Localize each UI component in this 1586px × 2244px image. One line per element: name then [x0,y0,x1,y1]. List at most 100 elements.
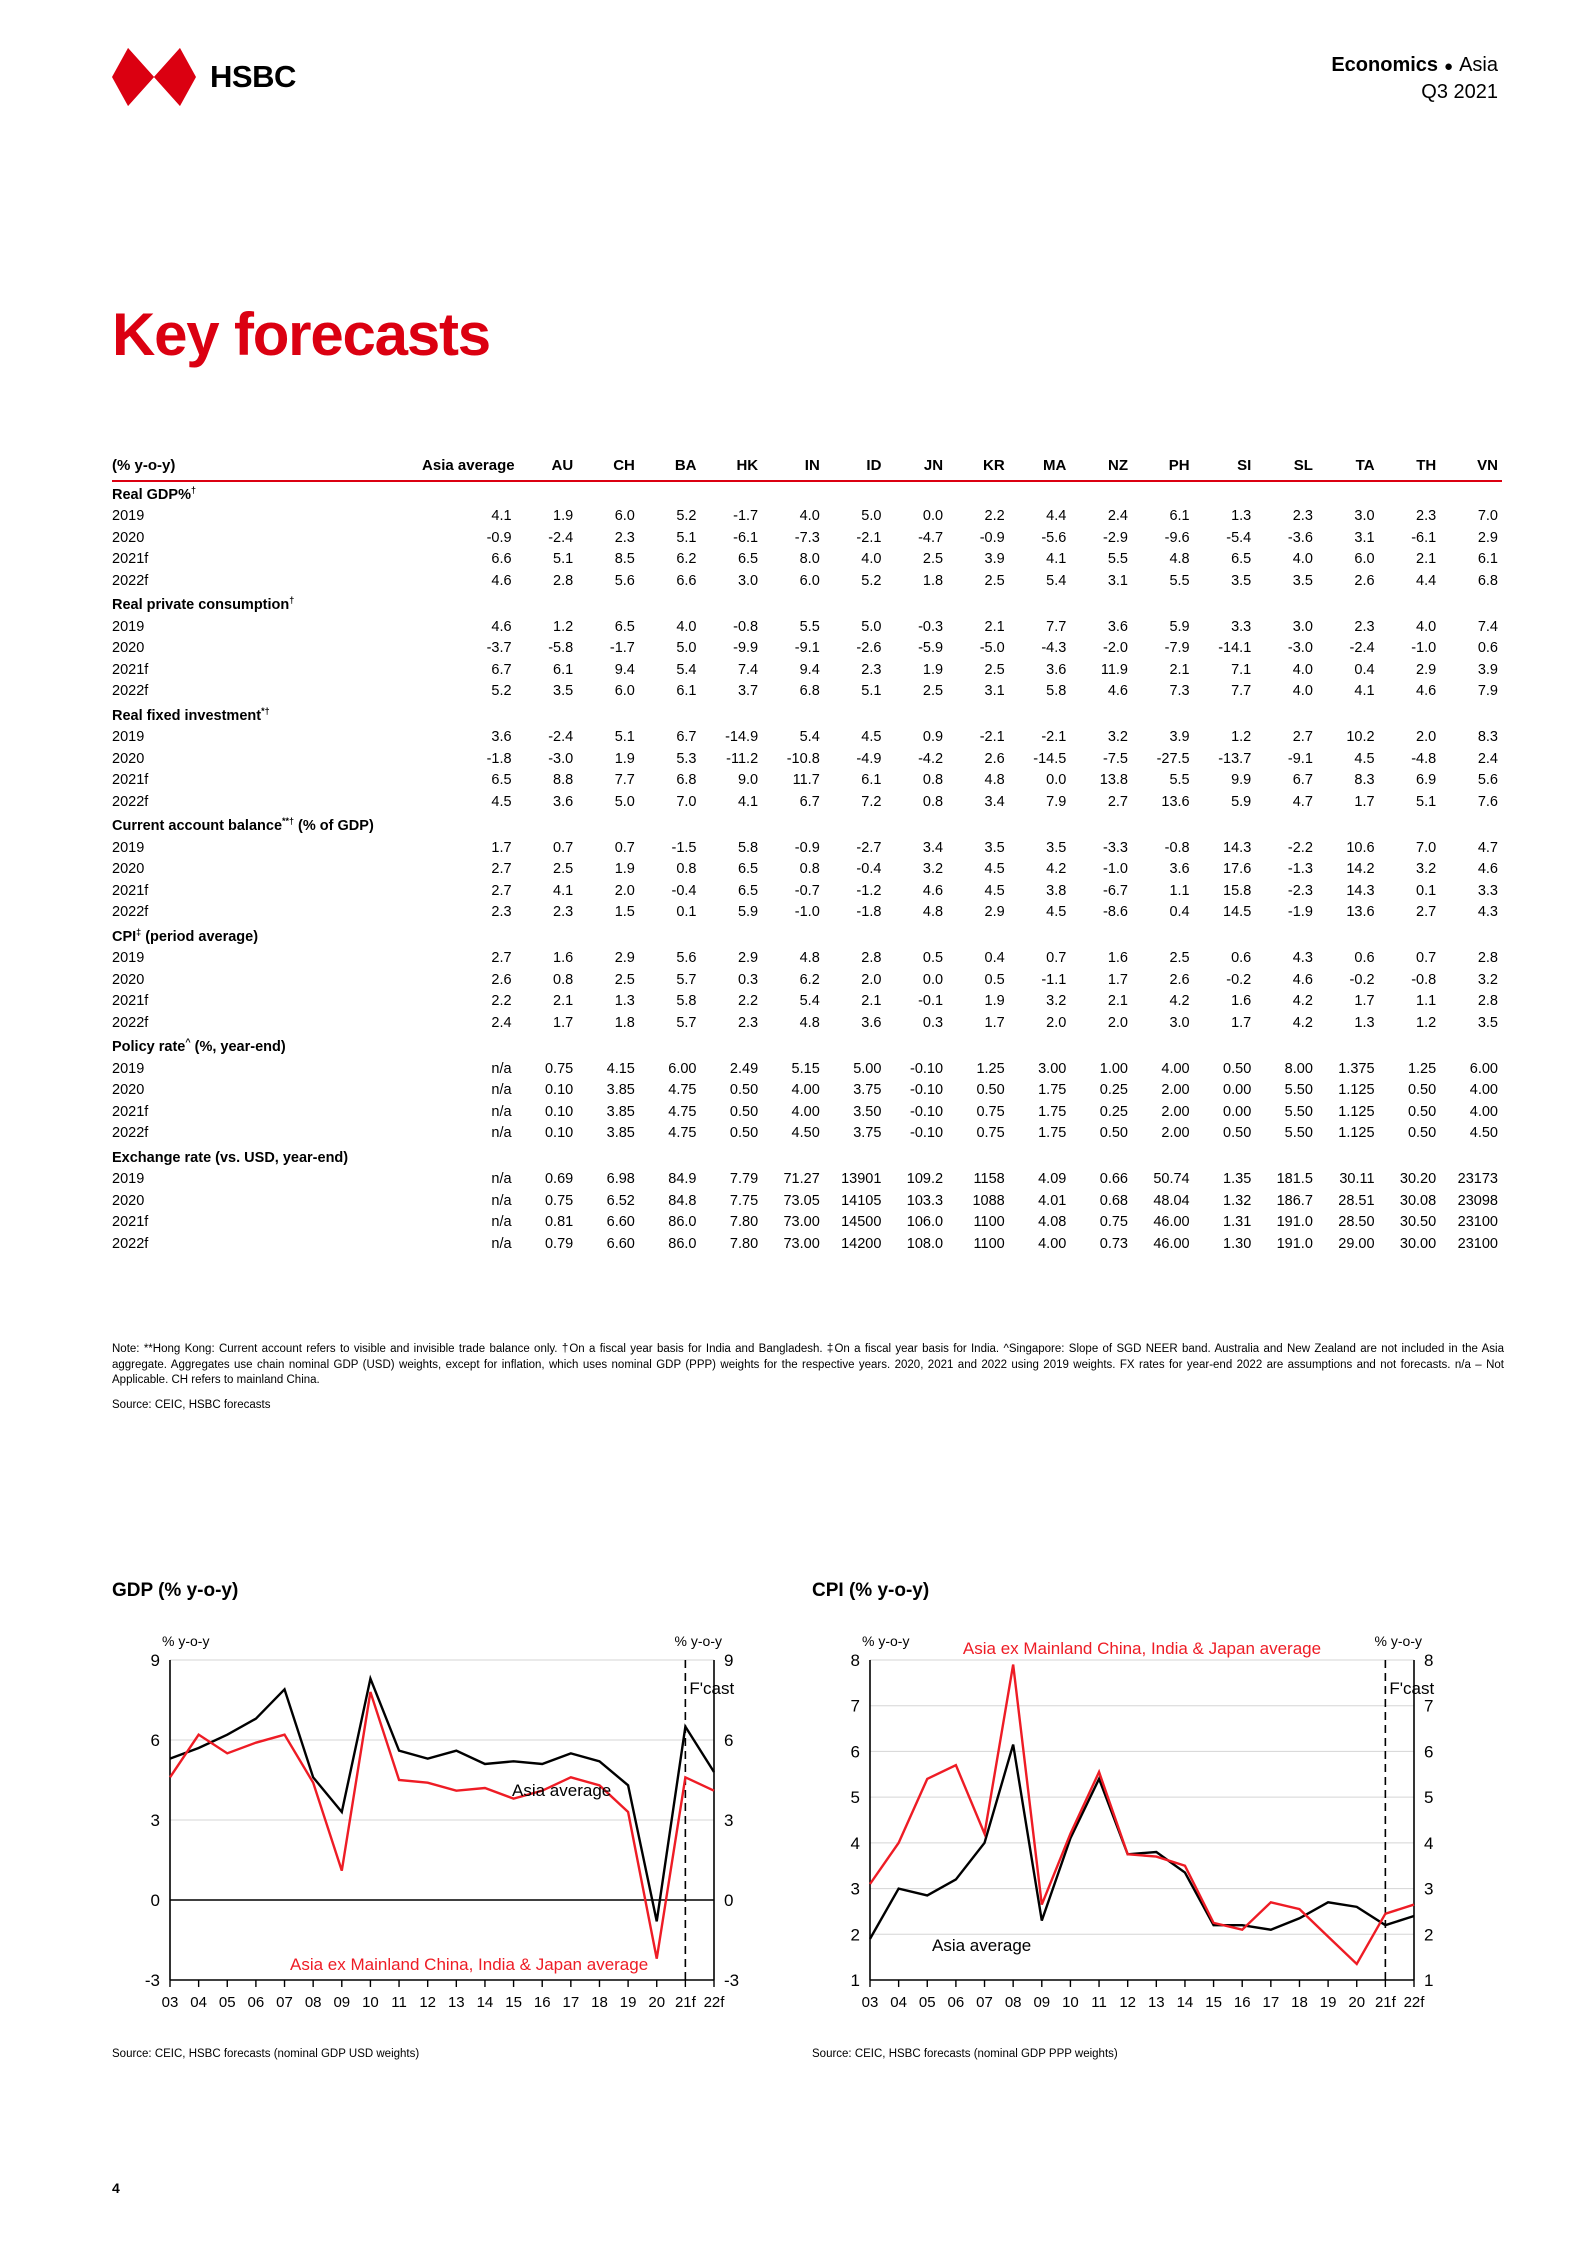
table-section-label: Exchange rate (vs. USD, year-end) [112,1145,1502,1170]
chart-canvas: % y-o-y% y-o-y1 12 23 34 45 56 67 78 803 04 05 06 07… [851,1633,1435,2011]
table-cell: 30.11 [1339,1171,1375,1187]
table-cell: n/a [491,1192,512,1209]
table-cell: -7.5 [1102,750,1128,767]
table-cell: 3.2 [922,861,944,877]
section-label-text: Real fixed investment [112,707,262,724]
table-cell: 1.35 [1223,1171,1252,1187]
cpi-chart-title: CPI (% y-o-y) [812,1580,930,1601]
table-row: 2020 -1.8 -3.0 1.9 5.3 -11.2 -10.8 -4.9 -4.2 2.6 -… [112,749,1502,771]
table-cell: 2.00 [1161,1082,1190,1098]
table-cell: 0.75 [544,1192,574,1209]
table-cell: 6.1 [676,683,697,699]
chart-xtick-label: 17 [1262,1994,1279,2011]
table-cell: 4.0 [1292,683,1313,699]
table-cell: n/a [491,1103,512,1120]
table-cell: 4.8 [799,950,820,966]
table-cell: 4.6 [1416,683,1437,699]
chart-ytick-right: 5 [1424,1788,1433,1807]
table-cell: 0.68 [1099,1192,1128,1209]
table-cell: 30.20 [1399,1171,1437,1187]
table-cell: 0.50 [1407,1125,1437,1141]
table-cell: 6.2 [676,551,697,567]
chart-series-label: Asia average [932,1936,1031,1955]
table-cell: 5.5 [799,618,820,635]
chart-xtick-label: 17 [562,1994,579,2011]
table-cell: 30.08 [1399,1192,1437,1209]
table-cell: 191.0 [1276,1235,1313,1252]
table-cell: 103.3 [906,1192,944,1209]
table-cell: 1.7 [984,1014,1005,1031]
table-cell: 4.00 [791,1103,820,1120]
table-cell: 0.50 [1223,1060,1252,1077]
table-cell: 0.8 [922,793,944,810]
table-cell: 7.80 [729,1235,759,1252]
table-section-label: Current account balance**† (% of GDP) [112,813,1502,838]
table-cell: 1.125 [1338,1125,1375,1141]
section-label-text: Real private consumption [112,597,290,613]
chart-ytick-left: 3 [851,1880,860,1899]
section-label-marker: **† [282,816,295,827]
table-cell: 1.7 [553,1014,574,1031]
table-cell: 7.0 [1416,839,1437,856]
table-row-year: 2022f [112,572,149,589]
table-cell: 4.5 [984,882,1005,899]
table-row-year: 2022f [112,1235,149,1252]
table-row-year: 2022f [112,904,149,920]
table-cell: 2.2 [737,993,759,1009]
table-cell: 1.9 [614,861,635,877]
header-section: Economics [1331,54,1439,76]
table-row: 2021f n/a 0.10 3.85 4.75 0.50 4.00 3.50 -0.10 0.7… [112,1102,1502,1124]
table-row-year: 2022f [112,683,149,699]
table-cell: 71.27 [783,1171,820,1187]
table-cell: 2.9 [984,904,1005,920]
table-row: 2021f 6.7 6.1 9.4 5.4 7.4 9.4 2.3 1.9 2.5 3.6 11.9 2… [112,660,1502,682]
table-cell: 2.4 [491,1014,512,1031]
table-section-label: Real GDP%† [112,481,1502,507]
table-row: 2022f 5.2 3.5 6.0 6.1 3.7 6.8 5.1 2.5 3.1 5.8 4.6 7.… [112,681,1502,703]
table-cell: n/a [491,1171,512,1187]
table-row-year: 2019 [112,1171,145,1187]
table-cell: 7.2 [861,793,882,810]
table-cell: 5.00 [853,1060,882,1077]
table-row-year: 2020 [112,861,145,877]
table-cell: 3.0 [1292,618,1313,635]
table-cell: 4.0 [1416,618,1437,635]
table-cell: 5.1 [553,551,574,567]
chart-series-line [169,1691,715,1959]
table-cell: 4.3 [1292,950,1313,966]
table-row-year: 2019 [112,839,145,856]
table-cell: 14.3 [1346,882,1375,899]
page-title: Key forecasts [112,301,491,368]
chart-xtick-label: 16 [534,1994,551,2011]
chart-ytick-left: 6 [851,1742,860,1761]
chart-series-label: Asia ex Mainland China, India & Japan av… [963,1639,1321,1658]
chart-xtick-label: 04 [890,1994,907,2011]
table-cell: 48.04 [1153,1192,1190,1209]
chart-xtick-label: 05 [219,1994,236,2011]
chart-xtick-label: 09 [333,1994,350,2011]
table-cell: 0.66 [1099,1171,1128,1187]
table-row: 2020 2.6 0.8 2.5 5.7 0.3 6.2 2.0 0.0 0.5 -1.1 1.7 2.… [112,970,1502,992]
chart-series-line [169,1674,716,1922]
table-cell: -9.1 [1287,750,1313,767]
table-cell: 4.5 [491,793,512,810]
table-cell: -0.7 [794,882,820,899]
table-cell: -0.8 [1411,971,1437,988]
gdp-chart-source: Source: CEIC, HSBC forecasts (nominal GD… [112,2048,420,2060]
table-cell: 4.08 [1038,1214,1067,1230]
chart-ytick-left: 1 [851,1971,860,1990]
chart-xtick-label: 19 [1320,1994,1337,2011]
table-row-year: 2020 [112,640,145,656]
table-cell: 5.4 [799,993,820,1009]
table-cell: 4.0 [1292,551,1313,567]
table-cell: -1.5 [671,839,697,856]
table-cell: 0.50 [1407,1082,1437,1098]
table-cell: n/a [491,1235,512,1252]
table-cell: -0.2 [1349,971,1375,988]
table-row-year: 2021f [112,882,149,899]
table-cell: 2.6 [1169,971,1190,988]
table-col-header-si: SI [1237,457,1252,474]
table-cell: -8.6 [1102,904,1128,920]
table-cell: 1.25 [976,1060,1005,1077]
table-cell: -1.9 [1287,904,1313,920]
